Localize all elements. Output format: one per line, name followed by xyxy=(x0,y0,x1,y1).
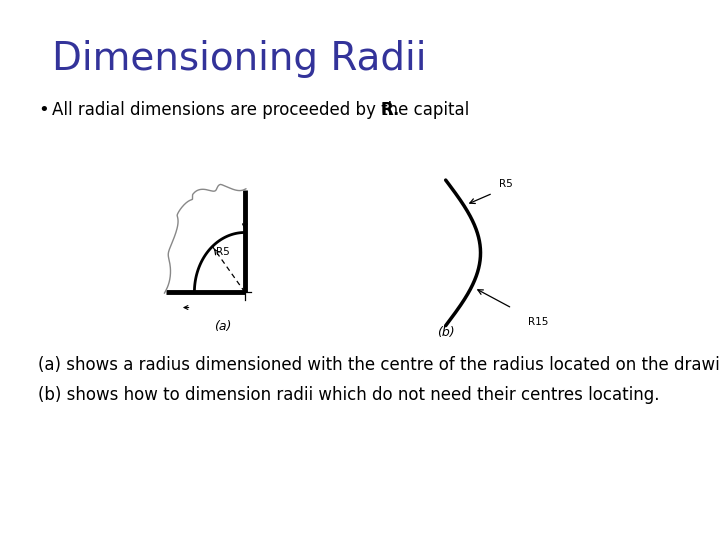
Text: R.: R. xyxy=(381,101,400,119)
Text: (a) shows a radius dimensioned with the centre of the radius located on the draw: (a) shows a radius dimensioned with the … xyxy=(38,356,720,374)
Text: Dimensioning Radii: Dimensioning Radii xyxy=(52,40,426,78)
Text: (a): (a) xyxy=(215,320,232,333)
Text: R15: R15 xyxy=(528,317,549,327)
Text: R5: R5 xyxy=(216,247,230,256)
Text: All radial dimensions are proceeded by the capital: All radial dimensions are proceeded by t… xyxy=(52,101,474,119)
Text: R5: R5 xyxy=(499,179,513,189)
Text: •: • xyxy=(38,101,49,119)
Text: (b): (b) xyxy=(437,326,454,340)
Text: (b) shows how to dimension radii which do not need their centres locating.: (b) shows how to dimension radii which d… xyxy=(38,386,660,404)
